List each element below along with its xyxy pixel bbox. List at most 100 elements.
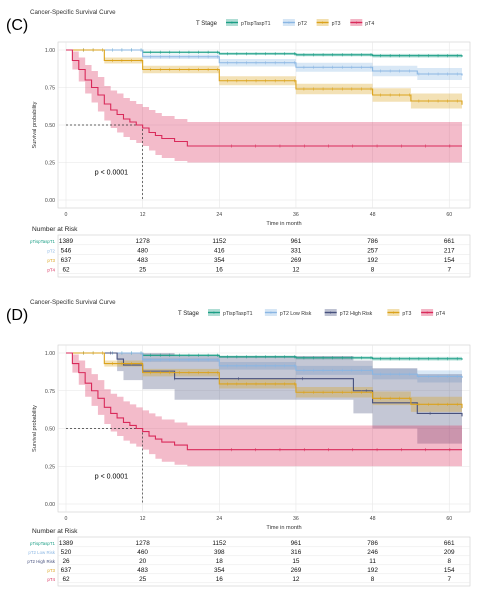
x-tick-label: 12 <box>140 516 146 522</box>
chart-title: Cancer-Specific Survival Curve <box>30 299 116 306</box>
y-tick-label: 0.00 <box>45 198 55 204</box>
risk-count: 25 <box>139 267 147 274</box>
chart-title: Cancer-Specific Survival Curve <box>30 9 116 16</box>
risk-table-title: Number at Risk <box>32 528 78 535</box>
risk-count: 209 <box>444 549 455 556</box>
risk-count: 269 <box>291 567 302 574</box>
legend: T Stage + pTispTaspT1 + pT2 + pT3 + pT4 <box>196 19 374 27</box>
risk-count: 786 <box>367 540 378 547</box>
x-tick-label: 48 <box>370 212 376 218</box>
x-axis-label: Time in month <box>266 525 301 531</box>
risk-count: 1278 <box>136 540 151 547</box>
risk-count: 1389 <box>59 540 74 547</box>
risk-count: 12 <box>292 576 300 583</box>
risk-count: 961 <box>291 238 302 245</box>
risk-count: 25 <box>139 576 147 583</box>
risk-count: 661 <box>444 540 455 547</box>
legend-title: T Stage <box>178 311 200 317</box>
risk-count: 1278 <box>136 238 151 245</box>
risk-count: 269 <box>291 257 302 264</box>
survival-line-pt3 <box>66 49 463 105</box>
risk-count: 154 <box>444 257 455 264</box>
x-tick-label: 12 <box>140 212 146 218</box>
survival-lines <box>66 48 463 148</box>
risk-count: 520 <box>61 549 72 556</box>
x-tick-label: 36 <box>293 212 299 218</box>
risk-row-label-pt3: pT3 <box>47 258 55 263</box>
risk-row-label-pt2: pT2 <box>47 249 55 254</box>
y-tick-label: 0.50 <box>45 123 55 129</box>
y-axis-label: Survival probability <box>32 405 38 452</box>
y-axis-label: Survival probability <box>32 101 38 148</box>
risk-count: 8 <box>371 576 375 583</box>
legend-plus-mark: + <box>287 21 290 27</box>
risk-row-label-pt4: pT4 <box>47 268 55 273</box>
risk-table-title: Number at Risk <box>32 226 78 233</box>
risk-count: 1389 <box>59 238 74 245</box>
legend-plus-mark: + <box>213 311 216 317</box>
legend-plus-mark: + <box>426 311 429 317</box>
risk-row-label-pt3: pT3 <box>47 568 55 573</box>
legend-label-pt2-high-risk: pT2 High Risk <box>340 311 373 317</box>
ci-band-pt3 <box>66 50 462 113</box>
legend-label-pt2-low-risk: pT2 Low Risk <box>280 311 312 317</box>
survival-lines <box>66 351 463 452</box>
risk-count: 62 <box>62 576 70 583</box>
legend-plus-mark: + <box>269 311 272 317</box>
risk-row-label-pt4: pT4 <box>47 577 55 582</box>
survival-line-pt2-low-risk <box>66 352 463 378</box>
survival-line-pt4 <box>66 49 462 147</box>
legend-plus-mark: + <box>392 311 395 317</box>
confidence-bands <box>66 353 462 467</box>
ci-band-pt3 <box>66 353 462 417</box>
legend-label-pt2: pT2 <box>298 21 307 27</box>
y-tick-label: 1.00 <box>45 351 55 357</box>
risk-count: 1152 <box>212 540 226 547</box>
risk-table-panel <box>57 536 471 587</box>
survival-line-pt3 <box>66 352 463 409</box>
risk-count: 1152 <box>212 238 226 245</box>
risk-count: 257 <box>367 248 378 255</box>
risk-count: 483 <box>137 257 148 264</box>
x-tick-label: 0 <box>65 516 68 522</box>
y-tick-label: 0.75 <box>45 86 55 92</box>
x-tick-label: 60 <box>446 212 452 218</box>
x-tick-label: 24 <box>216 212 222 218</box>
risk-count: 246 <box>367 549 378 556</box>
risk-count: 786 <box>367 238 378 245</box>
risk-count: 18 <box>216 558 224 565</box>
legend-label-pt4: pT4 <box>365 21 374 27</box>
risk-count: 192 <box>367 257 378 264</box>
y-tick-label: 0.00 <box>45 502 55 508</box>
risk-count: 8 <box>447 558 451 565</box>
survival-line-pt4 <box>66 352 462 451</box>
risk-count: 154 <box>444 567 455 574</box>
risk-count: 12 <box>292 267 300 274</box>
risk-row-label-pt2-low-risk: pT2 Low Risk <box>28 550 55 555</box>
risk-count: 637 <box>61 567 72 574</box>
risk-row-label-pt2-high-risk: pT2 High Risk <box>27 559 55 564</box>
risk-count: 7 <box>447 576 451 583</box>
x-tick-label: 36 <box>293 516 299 522</box>
ci-band-pt2 <box>66 50 462 82</box>
y-tick-label: 0.50 <box>45 427 55 433</box>
risk-count: 7 <box>447 267 451 274</box>
risk-count: 217 <box>444 248 455 255</box>
p-value-annotation: p < 0.0001 <box>95 170 128 177</box>
y-tick-label: 0.25 <box>45 161 55 167</box>
risk-row-label-ptisptaspt1: pTispTaspT1 <box>30 541 56 546</box>
risk-count: 961 <box>291 540 302 547</box>
risk-count: 316 <box>291 549 302 556</box>
x-axis-label: Time in month <box>266 221 301 227</box>
risk-count: 62 <box>62 267 70 274</box>
risk-count: 661 <box>444 238 455 245</box>
y-tick-label: 0.25 <box>45 464 55 470</box>
y-tick-label: 0.75 <box>45 389 55 395</box>
legend-label-ptisptaspt1: pTispTaspT1 <box>223 311 253 317</box>
ci-band-pt4 <box>66 50 462 163</box>
ci-band-pt2-high-risk <box>66 353 462 447</box>
legend-label-pt3: pT3 <box>332 21 341 27</box>
legend-label-ptisptaspt1: pTispTaspT1 <box>241 21 271 27</box>
